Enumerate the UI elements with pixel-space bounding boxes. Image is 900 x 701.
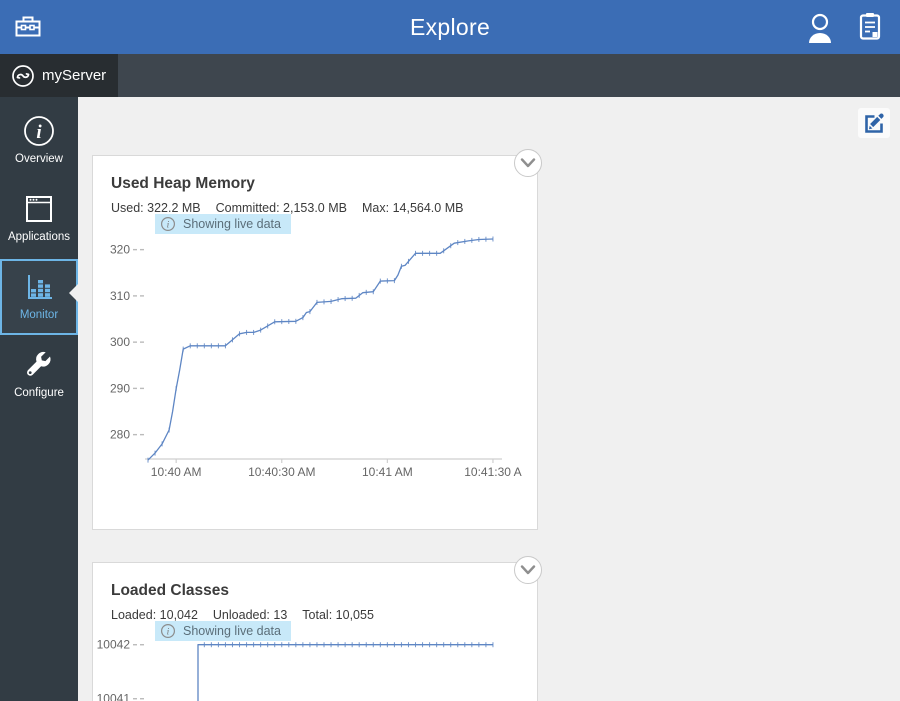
- svg-text:i: i: [167, 221, 170, 231]
- loaded-classes-card: Loaded Classes Loaded: 10,042 Unloaded: 1…: [92, 562, 538, 701]
- sidebar-item-label: Overview: [15, 153, 63, 165]
- app-header: Explore: [0, 0, 900, 54]
- chevron-down-icon: [520, 565, 536, 575]
- sidebar-item-configure[interactable]: Configure: [0, 337, 78, 413]
- user-button[interactable]: [804, 10, 836, 44]
- server-toolbar: myServer: [0, 54, 900, 97]
- card-title: Used Heap Memory: [111, 175, 255, 192]
- svg-text:290: 290: [110, 381, 130, 395]
- live-data-badge[interactable]: i Showing live data: [155, 214, 291, 234]
- chevron-down-icon: [520, 158, 536, 168]
- metrics-row: Loaded: 10,042 Unloaded: 13 Total: 10,055: [111, 608, 389, 622]
- used-heap-memory-card: Used Heap Memory Used: 322.2 MB Committed…: [92, 155, 538, 530]
- metric-committed: Committed: 2,153.0 MB: [215, 201, 347, 215]
- info-icon: i: [160, 623, 176, 639]
- collapse-classes-card-button[interactable]: [514, 556, 542, 584]
- live-data-badge[interactable]: i Showing live data: [155, 621, 291, 641]
- svg-text:i: i: [167, 628, 170, 638]
- metric-max: Max: 14,564.0 MB: [361, 201, 464, 215]
- svg-text:280: 280: [110, 428, 130, 442]
- used-heap-memory-chart: 320 310 300 290 280 10:40 AM 10:40:30 AM 10:41 …: [93, 231, 539, 493]
- sidebar-item-applications[interactable]: Applications: [0, 181, 78, 257]
- svg-text:300: 300: [110, 335, 130, 349]
- metric-total: Total: 10,055: [302, 608, 374, 622]
- sidebar-item-label: Applications: [7, 231, 70, 243]
- loaded-classes-chart: 10042 10041: [93, 625, 539, 701]
- svg-text:10:40 AM: 10:40 AM: [151, 465, 202, 479]
- user-icon: [809, 13, 831, 43]
- svg-text:10:41 AM: 10:41 AM: [362, 465, 413, 479]
- wrench-icon: [27, 351, 51, 376]
- svg-text:10041: 10041: [97, 692, 131, 701]
- metric-loaded: Loaded: 10,042: [111, 608, 198, 622]
- svg-text:10042: 10042: [97, 638, 131, 652]
- card-title: Loaded Classes: [111, 582, 230, 599]
- svg-text:310: 310: [110, 289, 130, 303]
- sidebar-item-monitor[interactable]: Monitor: [0, 259, 78, 335]
- clipboard-icon: [859, 13, 881, 40]
- edit-icon: [865, 113, 884, 133]
- toolbox-button[interactable]: [12, 11, 44, 43]
- info-icon: i: [160, 216, 176, 232]
- svg-text:i: i: [36, 122, 42, 143]
- live-data-label: Showing live data: [183, 624, 281, 638]
- window-icon: [26, 196, 52, 222]
- metrics-row: Used: 322.2 MB Committed: 2,153.0 MB Max: …: [111, 201, 478, 215]
- svg-text:10:40:30 AM: 10:40:30 AM: [248, 465, 315, 479]
- toolbox-icon: [15, 16, 41, 37]
- metric-unloaded: Unloaded: 13: [212, 608, 288, 622]
- server-chip[interactable]: myServer: [0, 54, 118, 97]
- svg-text:320: 320: [110, 243, 130, 257]
- server-name: myServer: [42, 67, 107, 84]
- dashboard-content: Used Heap Memory Used: 322.2 MB Committed…: [78, 97, 900, 701]
- toolbox-catalog-button[interactable]: [854, 10, 886, 44]
- selected-item-notch: [69, 284, 78, 302]
- metric-used: Used: 322.2 MB: [111, 201, 201, 215]
- bar-chart-icon: [28, 275, 52, 299]
- chart-plot: 10042 10041: [97, 638, 494, 701]
- collapse-heap-card-button[interactable]: [514, 149, 542, 177]
- page-title: Explore: [409, 13, 491, 40]
- live-data-label: Showing live data: [183, 217, 281, 231]
- edit-dashboard-button[interactable]: [858, 108, 890, 138]
- info-icon: i: [24, 116, 54, 146]
- sidebar-item-overview[interactable]: i Overview: [0, 103, 78, 179]
- svg-text:10:41:30 A: 10:41:30 A: [464, 465, 521, 479]
- sidebar-item-label: Configure: [14, 387, 64, 399]
- sidebar-item-label: Monitor: [19, 309, 59, 321]
- sidebar-nav: i Overview Applications: [0, 97, 78, 701]
- server-icon: [12, 64, 34, 87]
- chart-plot: 320 310 300 290 280 10:40 AM 10:40:30 AM 10:41 …: [110, 236, 522, 479]
